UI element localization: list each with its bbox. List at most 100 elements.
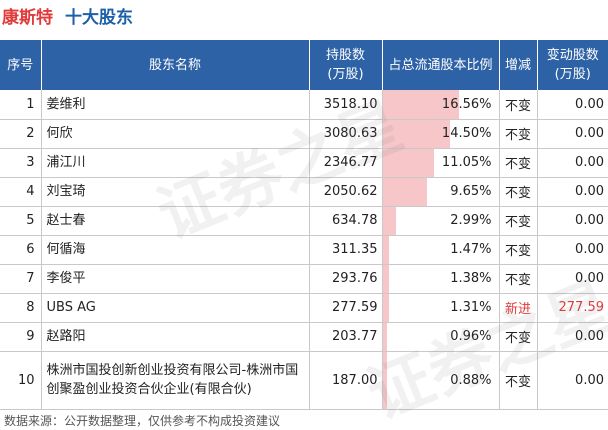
change-status: 不变: [499, 322, 538, 352]
ratio-cell: 16.56%: [382, 90, 500, 120]
ratio-bar: [382, 235, 390, 264]
ratio-value: 0.96%: [450, 329, 492, 344]
change-status: 新进: [499, 293, 538, 323]
holder-name: 何欣: [41, 119, 310, 149]
holder-name: 李俊平: [41, 264, 310, 294]
row-index: 8: [0, 293, 42, 323]
holder-name: 姜维利: [41, 90, 310, 120]
ratio-cell: 2.99%: [382, 206, 500, 236]
table-row: 3 浦江川 2346.77 11.05% 不变 0.00: [0, 148, 608, 178]
shareholders-table: 序号 股东名称 持股数 (万股) 占总流通股本比例 增减 变动股数 (万股) 1…: [0, 40, 608, 410]
shares-held: 203.77: [309, 322, 383, 352]
change-status: 不变: [499, 148, 538, 178]
row-index: 9: [0, 322, 42, 352]
col-header-delta-line1: 变动股数: [546, 48, 599, 63]
ratio-cell: 0.96%: [382, 322, 500, 352]
col-header-index: 序号: [0, 40, 42, 90]
shares-held: 311.35: [309, 235, 383, 265]
ratio-value: 0.88%: [450, 372, 492, 388]
col-header-shares-line2: (万股): [327, 67, 364, 82]
ratio-bar: [382, 148, 434, 177]
change-shares: 0.00: [537, 235, 608, 265]
table-row: 5 赵士春 634.78 2.99% 不变 0.00: [0, 206, 608, 236]
ratio-value: 9.65%: [450, 184, 492, 199]
ratio-bar: [382, 206, 397, 235]
row-index: 1: [0, 90, 42, 120]
ratio-cell: 1.38%: [382, 264, 500, 294]
change-status: 不变: [499, 351, 538, 410]
shares-held: 277.59: [309, 293, 383, 323]
col-header-ratio: 占总流通股本比例: [382, 40, 500, 90]
row-index: 2: [0, 119, 42, 149]
table-row: 8 UBS AG 277.59 1.31% 新进 277.59: [0, 293, 608, 323]
table-row: 6 何循海 311.35 1.47% 不变 0.00: [0, 235, 608, 265]
change-status: 不变: [499, 119, 538, 149]
change-status: 不变: [499, 264, 538, 294]
change-status: 不变: [499, 90, 538, 120]
ratio-cell: 11.05%: [382, 148, 500, 178]
change-status: 不变: [499, 235, 538, 265]
change-shares: 0.00: [537, 264, 608, 294]
change-shares: 277.59: [537, 293, 608, 323]
change-shares: 0.00: [537, 206, 608, 236]
ratio-cell: 14.50%: [382, 119, 500, 149]
col-header-name: 股东名称: [41, 40, 310, 90]
row-index: 10: [0, 351, 42, 410]
shares-held: 2346.77: [309, 148, 383, 178]
shares-held: 2050.62: [309, 177, 383, 207]
col-header-delta-line2: (万股): [554, 67, 591, 82]
col-header-shares-line1: 持股数: [325, 48, 365, 63]
table-header-row: 序号 股东名称 持股数 (万股) 占总流通股本比例 增减 变动股数 (万股): [0, 40, 608, 90]
row-index: 5: [0, 206, 42, 236]
ratio-value: 1.38%: [450, 271, 492, 286]
ratio-bar: [382, 264, 389, 293]
ratio-value: 11.05%: [441, 155, 492, 170]
holder-name: 株洲市国投创新创业投资有限公司-株洲市国创聚盈创业投资合伙企业(有限合伙): [41, 351, 310, 410]
ratio-value: 2.99%: [450, 213, 492, 228]
ratio-bar: [382, 293, 389, 322]
change-shares: 0.00: [537, 322, 608, 352]
ratio-value: 1.31%: [450, 300, 492, 315]
holder-name: 浦江川: [41, 148, 310, 178]
ratio-bar: [382, 90, 460, 119]
ratio-cell: 1.47%: [382, 235, 500, 265]
ratio-value: 14.50%: [441, 126, 492, 141]
table-row: 2 何欣 3080.63 14.50% 不变 0.00: [0, 119, 608, 149]
shares-held: 293.76: [309, 264, 383, 294]
holder-name: 赵士春: [41, 206, 310, 236]
row-index: 4: [0, 177, 42, 207]
holder-name: UBS AG: [41, 293, 310, 323]
data-source-note: 数据来源：公开数据整理，仅供参考不构成投资建议: [4, 414, 281, 428]
page-title: 十大股东: [65, 7, 133, 28]
change-status: 不变: [499, 177, 538, 207]
change-shares: 0.00: [537, 351, 608, 410]
ratio-cell: 1.31%: [382, 293, 500, 323]
table-row: 9 赵路阳 203.77 0.96% 不变 0.00: [0, 322, 608, 352]
row-index: 3: [0, 148, 42, 178]
ratio-value: 1.47%: [450, 242, 492, 257]
stock-name: 康斯特: [2, 7, 53, 28]
ratio-bar: [382, 322, 387, 351]
change-shares: 0.00: [537, 177, 608, 207]
holder-name: 刘宝琦: [41, 177, 310, 207]
col-header-delta: 变动股数 (万股): [537, 40, 608, 90]
shares-held: 3080.63: [309, 119, 383, 149]
change-status: 不变: [499, 206, 538, 236]
holder-name: 何循海: [41, 235, 310, 265]
change-shares: 0.00: [537, 119, 608, 149]
table-row: 4 刘宝琦 2050.62 9.65% 不变 0.00: [0, 177, 608, 207]
shares-held: 187.00: [309, 351, 383, 410]
table-row: 1 姜维利 3518.10 16.56% 不变 0.00: [0, 90, 608, 120]
row-index: 6: [0, 235, 42, 265]
holder-name: 赵路阳: [41, 322, 310, 352]
col-header-change: 增减: [499, 40, 538, 90]
ratio-bar: [382, 351, 387, 409]
ratio-value: 16.56%: [441, 96, 492, 112]
table-row: 7 李俊平 293.76 1.38% 不变 0.00: [0, 264, 608, 294]
ratio-bar: [382, 177, 428, 206]
table-row: 10 株洲市国投创新创业投资有限公司-株洲市国创聚盈创业投资合伙企业(有限合伙) 1…: [0, 351, 608, 410]
row-index: 7: [0, 264, 42, 294]
change-shares: 0.00: [537, 148, 608, 178]
ratio-cell: 9.65%: [382, 177, 500, 207]
shares-held: 634.78: [309, 206, 383, 236]
